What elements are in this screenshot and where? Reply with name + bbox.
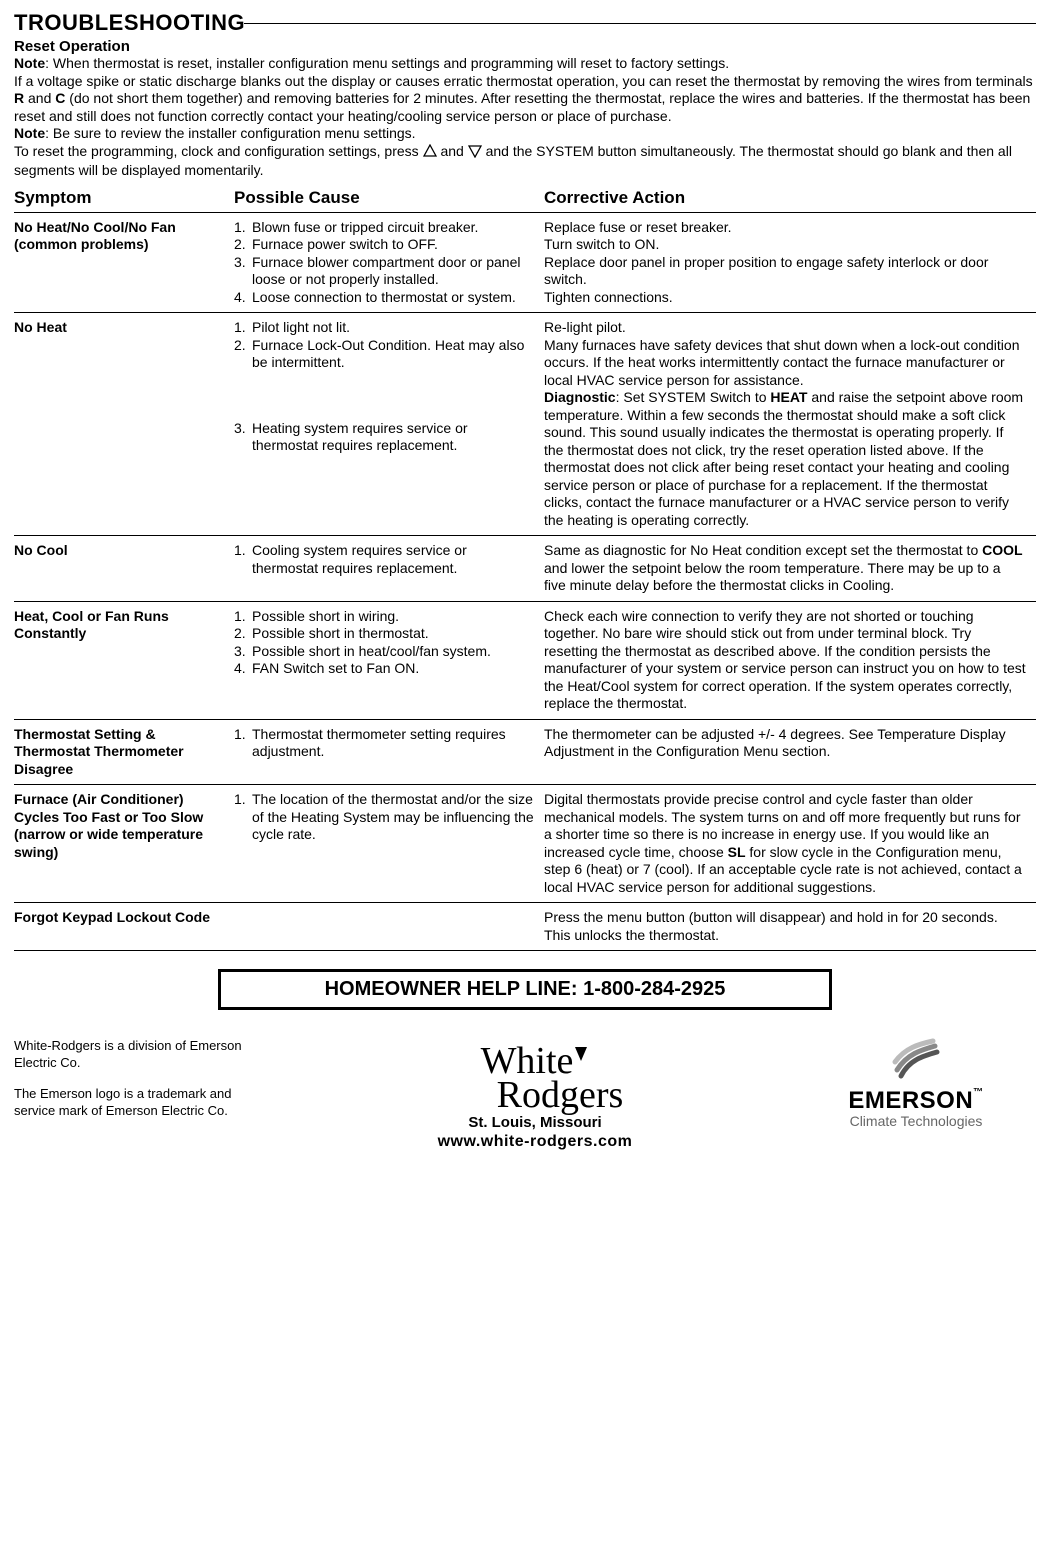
cause-line: 4.Loose connection to thermostat or syst… [234, 289, 534, 307]
cause-cell [234, 903, 544, 951]
cause-line: 3.Furnace blower compartment door or pan… [234, 254, 534, 289]
cause-line: 1.Possible short in wiring. [234, 608, 534, 626]
section-title: TROUBLESHOOTING [14, 10, 1036, 36]
terminal-r: R [14, 90, 24, 106]
white-rodgers-logo: White Rodgers [274, 1038, 796, 1112]
reset-para2b: and [440, 143, 467, 159]
th-action: Corrective Action [544, 184, 1036, 213]
table-row: Thermostat Setting & Thermostat Thermome… [14, 719, 1036, 785]
title-text: TROUBLESHOOTING [14, 10, 245, 35]
emerson-name: EMERSON™ [796, 1087, 1036, 1115]
action-cell: Digital thermostats provide precise cont… [544, 785, 1036, 903]
footer-center: White Rodgers St. Louis, Missouri www.wh… [274, 1038, 796, 1151]
logo-url: www.white-rodgers.com [274, 1133, 796, 1151]
cause-line: 1.Cooling system requires service or the… [234, 542, 534, 577]
symptom-cell: Heat, Cool or Fan Runs Constantly [14, 601, 234, 719]
table-row: No Heat1.Pilot light not lit.2.Furnace L… [14, 313, 1036, 536]
cause-cell: 1.Thermostat thermometer setting require… [234, 719, 544, 785]
footer-left-1: White-Rodgers is a division of Emerson E… [14, 1038, 274, 1072]
symptom-cell: Forgot Keypad Lockout Code [14, 903, 234, 951]
action-cell: Re-light pilot.Many furnaces have safety… [544, 313, 1036, 536]
symptom-cell: Thermostat Setting & Thermostat Thermome… [14, 719, 234, 785]
cause-cell: 1.The location of the thermostat and/or … [234, 785, 544, 903]
emerson-subtitle: Climate Technologies [796, 1113, 1036, 1129]
th-cause: Possible Cause [234, 184, 544, 213]
action-cell: Replace fuse or reset breaker.Turn switc… [544, 212, 1036, 313]
cause-cell: 1.Cooling system requires service or the… [234, 536, 544, 602]
logo-rodgers: Rodgers [324, 1078, 796, 1112]
helpline-box: HOMEOWNER HELP LINE: 1-800-284-2925 [218, 969, 832, 1010]
reset-para1c: (do not short them together) and removin… [14, 90, 1030, 124]
table-row: Forgot Keypad Lockout Code Press the menu… [14, 903, 1036, 951]
reset-para1b: and [24, 90, 55, 106]
cause-cell: 1.Possible short in wiring.2.Possible sh… [234, 601, 544, 719]
action-cell: Check each wire connection to verify the… [544, 601, 1036, 719]
cause-line: 1.Pilot light not lit. [234, 319, 534, 337]
th-symptom: Symptom [14, 184, 234, 213]
cause-line: 2.Furnace power switch to OFF. [234, 236, 534, 254]
table-row: No Cool1.Cooling system requires service… [14, 536, 1036, 602]
logo-white: White [481, 1044, 574, 1078]
reset-para2a: To reset the programming, clock and conf… [14, 143, 423, 159]
note1-text: : When thermostat is reset, installer co… [45, 55, 729, 71]
reset-para1a: If a voltage spike or static discharge b… [14, 73, 1033, 89]
reset-heading: Reset Operation [14, 38, 1036, 55]
note1-label: Note [14, 55, 45, 71]
action-cell: Press the menu button (button will disap… [544, 903, 1036, 951]
action-cell: Same as diagnostic for No Heat condition… [544, 536, 1036, 602]
cause-line: 3.Possible short in heat/cool/fan system… [234, 643, 534, 661]
cause-line: 4.FAN Switch set to Fan ON. [234, 660, 534, 678]
table-row: Heat, Cool or Fan Runs Constantly1.Possi… [14, 601, 1036, 719]
symptom-cell: No Cool [14, 536, 234, 602]
symptom-cell: No Heat/No Cool/No Fan (common problems) [14, 212, 234, 313]
troubleshooting-table: Symptom Possible Cause Corrective Action… [14, 184, 1036, 952]
table-row: No Heat/No Cool/No Fan (common problems)… [14, 212, 1036, 313]
helpline-text: HOMEOWNER HELP LINE: 1-800-284-2925 [325, 978, 726, 1000]
cause-line: 1.The location of the thermostat and/or … [234, 791, 534, 844]
table-row: Furnace (Air Conditioner) Cycles Too Fas… [14, 785, 1036, 903]
title-rule [244, 23, 1036, 24]
logo-city: St. Louis, Missouri [274, 1114, 796, 1131]
note2-label: Note [14, 125, 45, 141]
footer-left-2: The Emerson logo is a trademark and serv… [14, 1086, 274, 1120]
cause-line: 3.Heating system requires service or the… [234, 420, 534, 455]
symptom-cell: No Heat [14, 313, 234, 536]
up-triangle-icon [423, 144, 437, 163]
action-cell: The thermometer can be adjusted +/- 4 de… [544, 719, 1036, 785]
reset-body: Note: When thermostat is reset, installe… [14, 55, 1036, 180]
cause-line: 1.Blown fuse or tripped circuit breaker. [234, 219, 534, 237]
symptom-cell: Furnace (Air Conditioner) Cycles Too Fas… [14, 785, 234, 903]
footer: White-Rodgers is a division of Emerson E… [14, 1038, 1036, 1151]
down-triangle-icon [468, 144, 482, 163]
cause-cell: 1.Pilot light not lit.2.Furnace Lock-Out… [234, 313, 544, 536]
cause-line: 1.Thermostat thermometer setting require… [234, 726, 534, 761]
cause-line: 2.Furnace Lock-Out Condition. Heat may a… [234, 337, 534, 372]
footer-left: White-Rodgers is a division of Emerson E… [14, 1038, 274, 1120]
footer-right: EMERSON™ Climate Technologies [796, 1038, 1036, 1129]
note2-text: : Be sure to review the installer config… [45, 125, 415, 141]
emerson-swoosh-icon [796, 1038, 1036, 1087]
logo-arrow-icon [575, 1038, 587, 1072]
terminal-c: C [55, 90, 65, 106]
cause-cell: 1.Blown fuse or tripped circuit breaker.… [234, 212, 544, 313]
cause-line: 2.Possible short in thermostat. [234, 625, 534, 643]
